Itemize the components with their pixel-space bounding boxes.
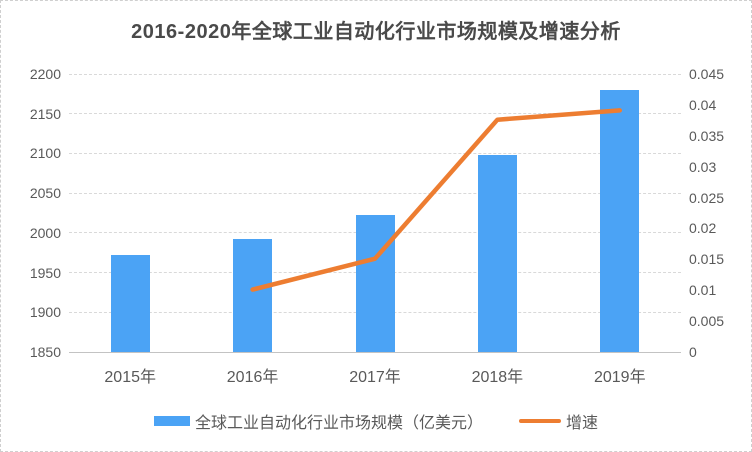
left-axis-tick-label: 2100	[29, 145, 61, 162]
left-axis-tick-label: 2200	[29, 66, 61, 82]
right-axis-tick-label: 0.025	[689, 189, 725, 206]
legend-item-market-size: 全球工业自动化行业市场规模（亿美元）	[153, 409, 483, 433]
right-axis-tick-label: 0.04	[689, 96, 717, 113]
x-axis-label: 2019年	[593, 369, 646, 386]
gridline	[69, 351, 681, 353]
bar	[233, 239, 273, 352]
legend-label-growth: 增速	[566, 415, 599, 432]
x-axis-label: 2017年	[349, 369, 401, 386]
gridline	[69, 113, 681, 115]
legend-label-market-size: 全球工业自动化行业市场规模（亿美元）	[194, 415, 483, 432]
left-axis-tick-label: 1900	[29, 304, 61, 321]
legend-item-growth: 增速	[519, 409, 598, 433]
gridline	[69, 152, 681, 154]
right-axis-tick-label: 0.005	[689, 313, 725, 330]
right-axis-tick-label: 0.035	[689, 127, 725, 144]
right-axis-tick-label: 0	[689, 344, 697, 360]
legend-swatch-bar-icon	[153, 416, 190, 426]
left-axis-tick-label: 2050	[29, 185, 61, 202]
right-axis-tick-label: 0.01	[689, 282, 717, 299]
gridline	[69, 73, 681, 75]
left-axis-tick-label: 2150	[29, 105, 61, 122]
bar	[110, 255, 150, 352]
right-axis-tick-label: 0.03	[689, 158, 717, 175]
left-axis-tick-label: 1850	[29, 344, 61, 360]
x-axis-label: 2018年	[471, 369, 524, 386]
gridline	[69, 192, 681, 194]
right-axis-tick-label: 0.045	[689, 66, 725, 82]
chart-title: 2016-2020年全球工业自动化行业市场规模及增速分析	[131, 21, 621, 43]
right-axis-tick-label: 0.015	[689, 251, 725, 268]
legend-swatch-line-icon	[519, 419, 561, 423]
x-axis-label: 2016年	[226, 369, 279, 386]
bar	[355, 215, 395, 352]
growth-line	[250, 108, 623, 292]
left-axis-tick-label: 2000	[29, 224, 61, 241]
right-axis-tick-label: 0.02	[689, 220, 717, 237]
legend: 全球工业自动化行业市场规模（亿美元） 增速	[1, 409, 751, 433]
x-axis-label: 2015年	[104, 369, 156, 386]
bar	[477, 155, 517, 352]
bar	[600, 89, 640, 352]
left-axis-tick-label: 1950	[29, 264, 61, 281]
